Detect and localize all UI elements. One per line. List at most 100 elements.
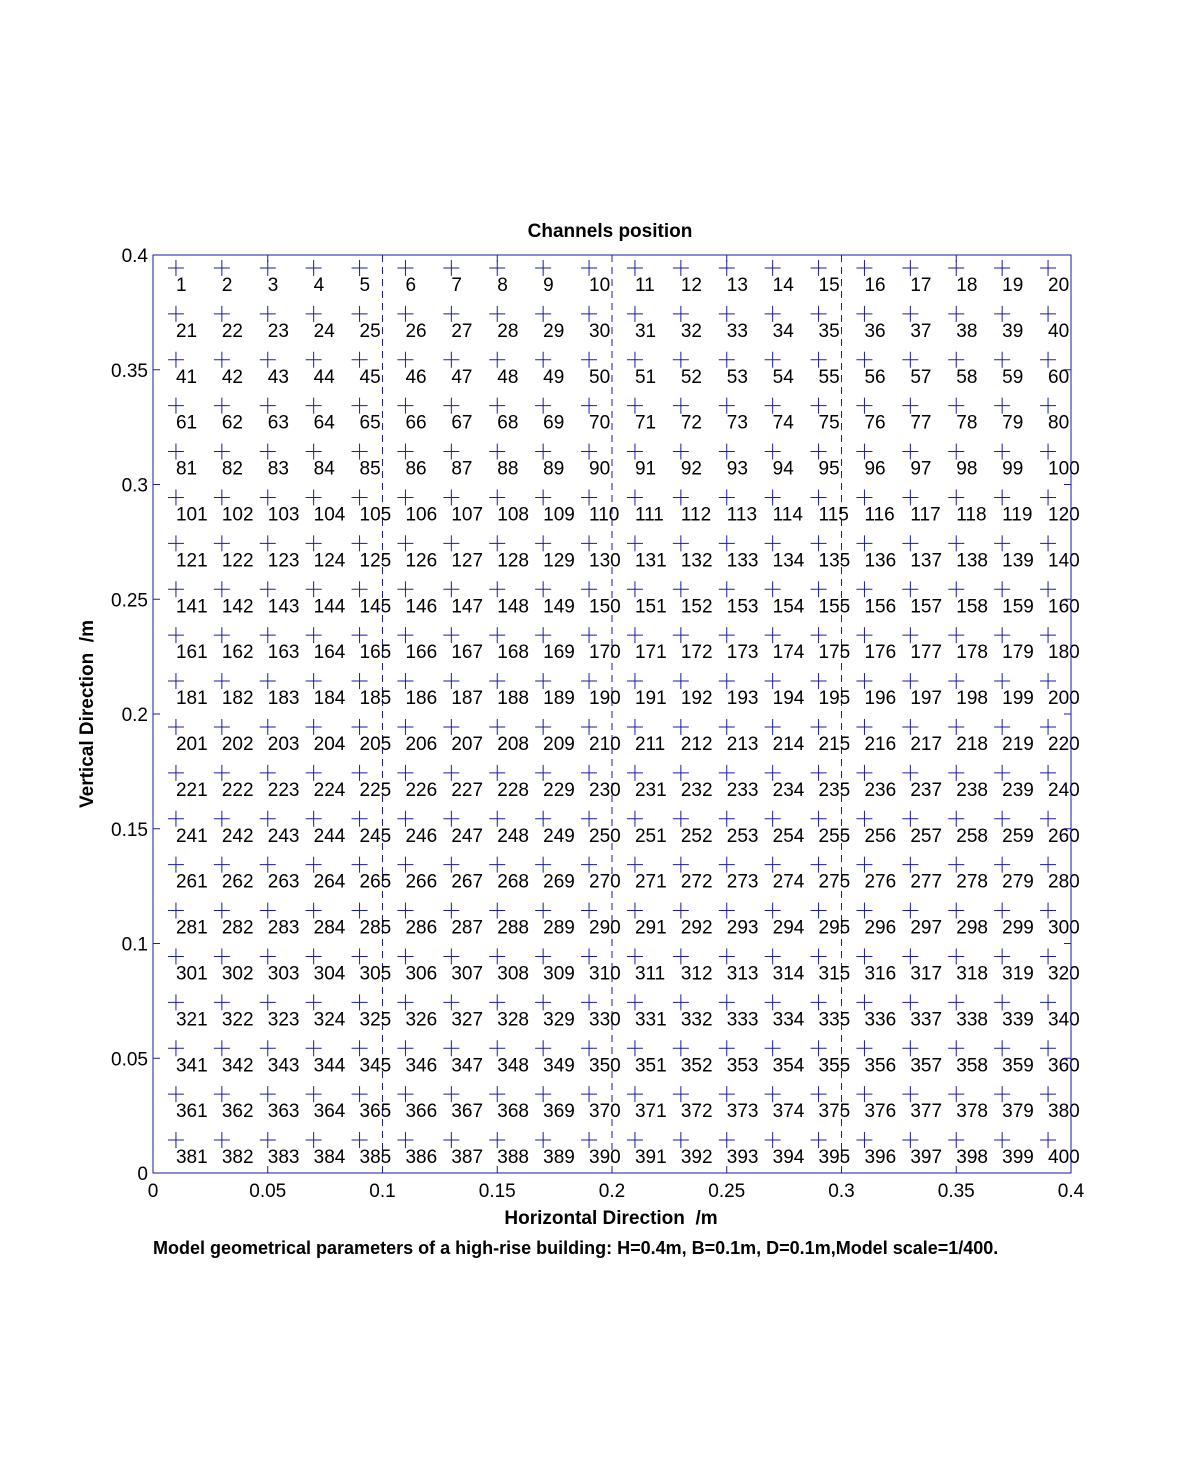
channel-marker-261: [167, 856, 184, 873]
channel-marker-297: [902, 902, 919, 919]
channel-label-266: 266: [405, 872, 437, 893]
channel-marker-298: [948, 902, 965, 919]
channel-label-376: 376: [864, 1101, 896, 1122]
channel-marker-313: [718, 948, 735, 965]
channel-marker-10: [581, 259, 598, 276]
channel-marker-183: [259, 673, 276, 690]
channel-label-190: 190: [589, 688, 621, 709]
channel-label-332: 332: [681, 1009, 713, 1030]
channel-marker-357: [902, 1040, 919, 1057]
channel-marker-104: [305, 489, 322, 506]
channel-marker-53: [718, 351, 735, 368]
channel-marker-290: [581, 902, 598, 919]
channel-marker-369: [535, 1086, 552, 1103]
channel-label-381: 381: [176, 1147, 208, 1168]
channel-marker-376: [856, 1086, 873, 1103]
channel-marker-390: [581, 1132, 598, 1149]
channel-label-145: 145: [360, 596, 392, 617]
channel-marker-82: [213, 443, 230, 460]
channel-label-20: 20: [1048, 275, 1069, 296]
channel-label-344: 344: [314, 1055, 346, 1076]
channel-label-96: 96: [864, 459, 885, 480]
channel-marker-366: [397, 1086, 414, 1103]
channel-marker-224: [305, 764, 322, 781]
channel-label-151: 151: [635, 596, 667, 617]
channel-label-189: 189: [543, 688, 575, 709]
channel-label-167: 167: [451, 642, 483, 663]
channel-label-34: 34: [773, 321, 795, 342]
channel-label-73: 73: [727, 413, 748, 434]
channel-marker-31: [626, 305, 643, 322]
channel-label-329: 329: [543, 1009, 575, 1030]
channel-label-276: 276: [864, 872, 896, 893]
channel-label-89: 89: [543, 459, 564, 480]
channel-marker-234: [764, 764, 781, 781]
channel-marker-263: [259, 856, 276, 873]
channel-marker-74: [764, 397, 781, 414]
channel-label-171: 171: [635, 642, 667, 663]
channel-marker-136: [856, 535, 873, 552]
channel-marker-176: [856, 627, 873, 644]
channel-marker-37: [902, 305, 919, 322]
channel-label-313: 313: [727, 963, 759, 984]
channel-label-220: 220: [1048, 734, 1080, 755]
x-tick-label: 0.3: [828, 1181, 854, 1202]
channel-label-290: 290: [589, 918, 621, 939]
channel-label-226: 226: [405, 780, 437, 801]
channel-marker-23: [259, 305, 276, 322]
channel-marker-27: [443, 305, 460, 322]
channel-label-32: 32: [681, 321, 702, 342]
channel-label-152: 152: [681, 596, 713, 617]
channel-label-123: 123: [268, 550, 300, 571]
channel-label-269: 269: [543, 872, 575, 893]
channel-label-177: 177: [910, 642, 942, 663]
channel-label-19: 19: [1002, 275, 1023, 296]
channel-label-264: 264: [314, 872, 346, 893]
channel-marker-55: [810, 351, 827, 368]
channel-marker-84: [305, 443, 322, 460]
channel-label-238: 238: [956, 780, 988, 801]
channel-marker-395: [810, 1132, 827, 1149]
channel-marker-324: [305, 994, 322, 1011]
channel-label-125: 125: [360, 550, 392, 571]
channel-label-254: 254: [773, 826, 805, 847]
channel-marker-118: [948, 489, 965, 506]
channel-label-165: 165: [360, 642, 392, 663]
channel-label-350: 350: [589, 1055, 621, 1076]
channel-label-100: 100: [1048, 459, 1080, 480]
channel-marker-303: [259, 948, 276, 965]
channel-marker-109: [535, 489, 552, 506]
channel-marker-7: [443, 259, 460, 276]
channel-label-21: 21: [176, 321, 197, 342]
channel-label-221: 221: [176, 780, 208, 801]
channel-label-11: 11: [635, 275, 655, 296]
channel-marker-342: [213, 1040, 230, 1057]
channel-marker-329: [535, 994, 552, 1011]
channel-marker-158: [948, 581, 965, 598]
channel-marker-221: [167, 764, 184, 781]
channel-marker-391: [626, 1132, 643, 1149]
channel-label-175: 175: [819, 642, 851, 663]
channel-marker-166: [397, 627, 414, 644]
channel-marker-138: [948, 535, 965, 552]
channel-label-164: 164: [314, 642, 346, 663]
channel-marker-233: [718, 764, 735, 781]
channel-label-288: 288: [497, 918, 529, 939]
channel-marker-42: [213, 351, 230, 368]
channel-label-227: 227: [451, 780, 483, 801]
channel-marker-90: [581, 443, 598, 460]
channel-label-114: 114: [773, 504, 804, 525]
channel-marker-348: [489, 1040, 506, 1057]
channel-label-158: 158: [956, 596, 988, 617]
channel-marker-40: [1040, 305, 1057, 322]
channel-label-92: 92: [681, 459, 702, 480]
channel-label-103: 103: [268, 504, 300, 525]
channel-marker-135: [810, 535, 827, 552]
channel-label-150: 150: [589, 596, 621, 617]
channel-label-120: 120: [1048, 504, 1080, 525]
channel-marker-253: [718, 810, 735, 827]
channel-marker-165: [351, 627, 368, 644]
channel-marker-100: [1040, 443, 1057, 460]
channel-marker-50: [581, 351, 598, 368]
